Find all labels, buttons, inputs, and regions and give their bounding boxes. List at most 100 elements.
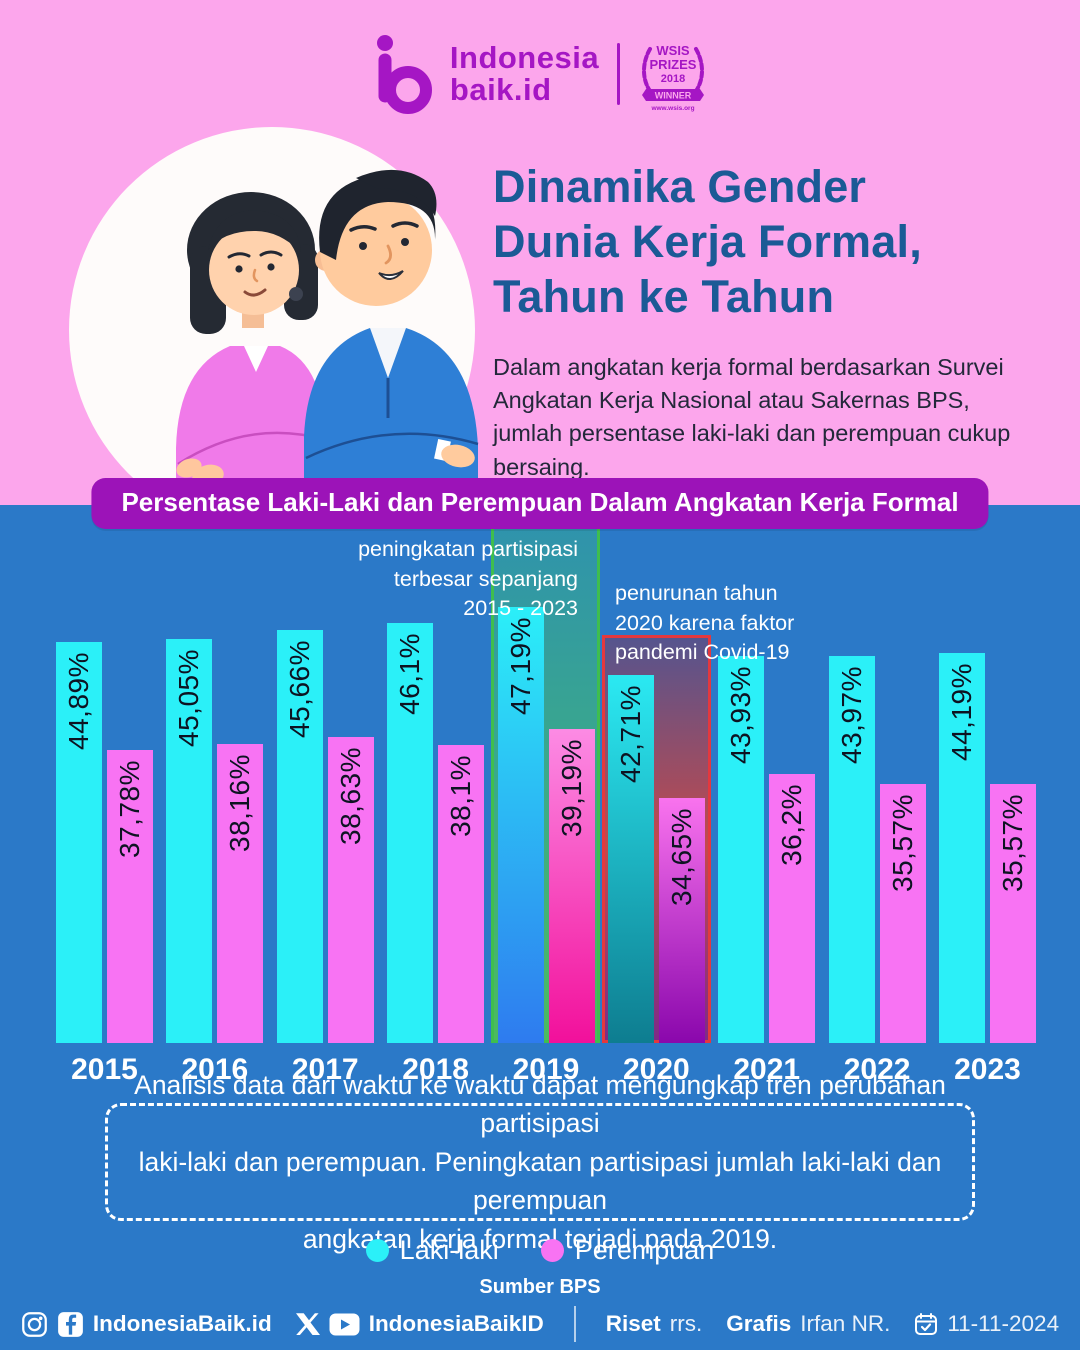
footer-riset-value: rrs. bbox=[669, 1311, 703, 1336]
footer-riset: Riset rrs. bbox=[606, 1311, 703, 1337]
bar-group-2020: 42,71% 34,65% 2020 bbox=[607, 675, 705, 1086]
chart-legend: Laki-laki Perempuan bbox=[0, 1235, 1080, 1266]
x-twitter-icon bbox=[295, 1313, 320, 1335]
footer-handle-2: IndonesiaBaikID bbox=[368, 1311, 544, 1336]
bar-value-label: 44,89% bbox=[63, 652, 94, 750]
bar-value-label: 45,66% bbox=[283, 640, 315, 738]
youtube-icon bbox=[329, 1313, 360, 1335]
bar-2015-laki-laki: 44,89% bbox=[56, 642, 102, 1043]
bar-2019-laki-laki: 47,19% bbox=[497, 607, 544, 1043]
footer-date-value: 11-11-2024 bbox=[947, 1311, 1060, 1336]
brand-row: Indonesia baik.id WSIS PRIZES 2018 WINNE… bbox=[0, 34, 1080, 114]
analysis-line-1: Analisis data dari waktu ke waktu dapat … bbox=[134, 1069, 946, 1139]
title-block: Dinamika Gender Dunia Kerja Formal, Tahu… bbox=[493, 160, 1038, 484]
legend-dot-female-icon bbox=[540, 1239, 564, 1262]
analysis-line-2: laki-laki dan perempuan. Peningkatan par… bbox=[138, 1146, 942, 1216]
year-label-2016: 2016 bbox=[181, 1053, 249, 1086]
source-line: Sumber BPS bbox=[479, 1276, 601, 1298]
bar-2021-laki-laki: 43,93% bbox=[718, 656, 765, 1043]
chart-title-banner: Persentase Laki-Laki dan Perempuan Dalam… bbox=[91, 478, 989, 529]
annotation-2020-line3: pandemi Covid-19 bbox=[615, 640, 790, 665]
year-label-2020: 2020 bbox=[623, 1053, 690, 1086]
footer-divider bbox=[573, 1306, 576, 1342]
bar-value-label: 38,16% bbox=[224, 754, 256, 852]
bar-value-label: 47,19% bbox=[504, 617, 536, 715]
bar-value-label: 38,1% bbox=[445, 755, 477, 837]
man-figure bbox=[304, 169, 479, 520]
brand-line1: Indonesia bbox=[449, 40, 600, 76]
legend-item-laki-laki: Laki-laki bbox=[365, 1235, 499, 1266]
year-label-2021: 2021 bbox=[733, 1053, 801, 1086]
bar-2022-perempuan: 35,57% bbox=[879, 784, 926, 1043]
annotation-2020: penurunan tahun 2020 karena faktor pande… bbox=[615, 579, 794, 668]
annotation-2020-line2: 2020 karena faktor bbox=[615, 610, 795, 635]
svg-text:www.wsis.org: www.wsis.org bbox=[651, 105, 695, 112]
bar-groups: 44,89% 37,78% 2015 45,05% 38,16% 2016 45,66% 38… bbox=[56, 607, 1036, 1086]
title-line-3: Tahun ke Tahun bbox=[493, 270, 835, 322]
year-label-2023: 2023 bbox=[954, 1053, 1021, 1086]
footer-grafis: Grafis Irfan NR. bbox=[726, 1311, 890, 1337]
svg-text:2018: 2018 bbox=[661, 73, 685, 85]
brand-wordmark: Indonesia baik.id bbox=[450, 42, 599, 105]
bar-group-2019: 47,19% 39,19% 2019 bbox=[497, 607, 595, 1086]
year-label-2018: 2018 bbox=[402, 1053, 469, 1086]
footer-social-1: IndonesiaBaik.id bbox=[21, 1311, 272, 1338]
svg-text:WSIS: WSIS bbox=[656, 43, 690, 58]
bar-value-label: 34,65% bbox=[665, 808, 697, 906]
year-label-2019: 2019 bbox=[512, 1053, 580, 1086]
footer-handle-1: IndonesiaBaik.id bbox=[92, 1311, 272, 1336]
footer-date: 11-11-2024 bbox=[914, 1311, 1059, 1337]
header-section: Indonesia baik.id WSIS PRIZES 2018 WINNE… bbox=[0, 0, 1080, 520]
bar-group-2017: 45,66% 38,63% 2017 bbox=[276, 630, 374, 1086]
man-woman-illustration bbox=[69, 127, 479, 520]
instagram-icon bbox=[22, 1311, 47, 1337]
bar-group-2016: 45,05% 38,16% 2016 bbox=[166, 639, 264, 1086]
bar-2022-laki-laki: 43,97% bbox=[828, 656, 875, 1043]
bar-2018-laki-laki: 46,1% bbox=[387, 623, 434, 1043]
year-label-2017: 2017 bbox=[291, 1053, 359, 1086]
calendar-icon bbox=[915, 1313, 938, 1335]
bar-chart: peningkatan partisipasi terbesar sepanja… bbox=[0, 505, 1080, 1090]
annotation-2019-line3: 2015 - 2023 bbox=[463, 596, 578, 621]
bar-value-label: 38,63% bbox=[334, 747, 366, 845]
year-label-2015: 2015 bbox=[71, 1053, 138, 1086]
brand-divider bbox=[617, 43, 621, 105]
page-subtitle: Dalam angkatan kerja formal berdasarkan … bbox=[493, 353, 1011, 480]
legend-label-female: Perempuan bbox=[574, 1235, 715, 1265]
bar-group-2023: 44,19% 35,57% 2023 bbox=[939, 653, 1036, 1086]
year-label-2022: 2022 bbox=[843, 1053, 911, 1086]
bar-value-label: 44,19% bbox=[946, 663, 977, 761]
analysis-note-box: Analisis data dari waktu ke waktu dapat … bbox=[105, 1070, 975, 1254]
bar-2015-perempuan: 37,78% bbox=[107, 750, 153, 1043]
footer: IndonesiaBaik.id IndonesiaBaikID Riset r… bbox=[0, 1306, 1080, 1342]
bar-value-label: 45,05% bbox=[173, 649, 205, 747]
bar-2023-laki-laki: 44,19% bbox=[939, 653, 985, 1043]
footer-grafis-value: Irfan NR. bbox=[800, 1311, 891, 1336]
bar-group-2015: 44,89% 37,78% 2015 bbox=[56, 642, 153, 1086]
bar-2018-perempuan: 38,1% bbox=[438, 745, 485, 1043]
brand-line2: baik.id bbox=[449, 72, 552, 107]
indonesiabaik-logo-icon bbox=[376, 35, 432, 114]
bar-value-label: 37,78% bbox=[114, 760, 145, 858]
bar-value-label: 35,57% bbox=[886, 794, 918, 892]
woman-figure bbox=[176, 192, 327, 520]
page-title: Dinamika Gender Dunia Kerja Formal, Tahu… bbox=[493, 160, 1038, 325]
facebook-icon bbox=[58, 1311, 83, 1337]
wsis-prize-badge-icon: WSIS PRIZES 2018 WINNER www.wsis.org bbox=[642, 43, 705, 112]
bar-2016-perempuan: 38,16% bbox=[217, 744, 264, 1043]
svg-text:WINNER: WINNER bbox=[655, 91, 692, 101]
bar-2019-perempuan: 39,19% bbox=[548, 729, 595, 1043]
svg-text:PRIZES: PRIZES bbox=[650, 57, 697, 72]
annotation-2019: peningkatan partisipasi terbesar sepanja… bbox=[358, 535, 578, 624]
annotation-2019-line1: peningkatan partisipasi bbox=[358, 537, 578, 561]
bar-value-label: 43,97% bbox=[835, 666, 867, 764]
annotation-2020-line1: penurunan tahun bbox=[615, 581, 778, 605]
bar-value-label: 35,57% bbox=[997, 794, 1028, 892]
legend-label-male: Laki-laki bbox=[399, 1235, 499, 1265]
bar-2021-perempuan: 36,2% bbox=[769, 774, 816, 1043]
bar-group-2021: 43,93% 36,2% 2021 bbox=[718, 656, 816, 1086]
bar-2016-laki-laki: 45,05% bbox=[166, 639, 213, 1043]
bar-2020-laki-laki: 42,71% bbox=[607, 675, 654, 1043]
footer-social-2: IndonesiaBaikID bbox=[295, 1311, 544, 1337]
